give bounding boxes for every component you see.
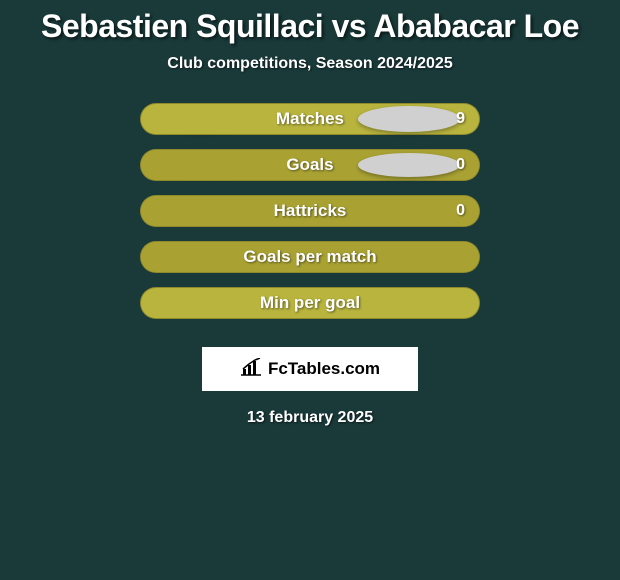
stat-value: 9 [456, 110, 465, 128]
logo-text: FcTables.com [268, 359, 380, 379]
stat-bar: Goals per match [140, 241, 480, 273]
stat-row: Hattricks 0 [140, 195, 480, 227]
logo-box: FcTables.com [202, 347, 418, 391]
stat-bar: Hattricks 0 [140, 195, 480, 227]
player-right-ellipse [358, 106, 460, 132]
stat-label: Matches [276, 109, 344, 129]
stat-label: Hattricks [274, 201, 347, 221]
stat-value: 0 [456, 202, 465, 220]
player-right-ellipse [358, 153, 460, 177]
subtitle: Club competitions, Season 2024/2025 [167, 55, 452, 73]
stat-label: Min per goal [260, 293, 360, 313]
stat-rows: Matches 9 Goals 0 Hattricks 0 Goals per match M… [140, 103, 480, 333]
page-title: Sebastien Squillaci vs Ababacar Loe [41, 8, 579, 45]
stat-label: Goals per match [243, 247, 376, 267]
date-text: 13 february 2025 [247, 409, 373, 427]
bar-chart-icon [240, 358, 262, 381]
stat-label: Goals [286, 155, 333, 175]
comparison-infographic: Sebastien Squillaci vs Ababacar Loe Club… [0, 0, 620, 427]
stat-bar: Min per goal [140, 287, 480, 319]
stat-value: 0 [456, 156, 465, 174]
stat-row: Goals per match [140, 241, 480, 273]
stat-row: Min per goal [140, 287, 480, 319]
stat-row: Goals 0 [140, 149, 480, 181]
stat-row: Matches 9 [140, 103, 480, 135]
